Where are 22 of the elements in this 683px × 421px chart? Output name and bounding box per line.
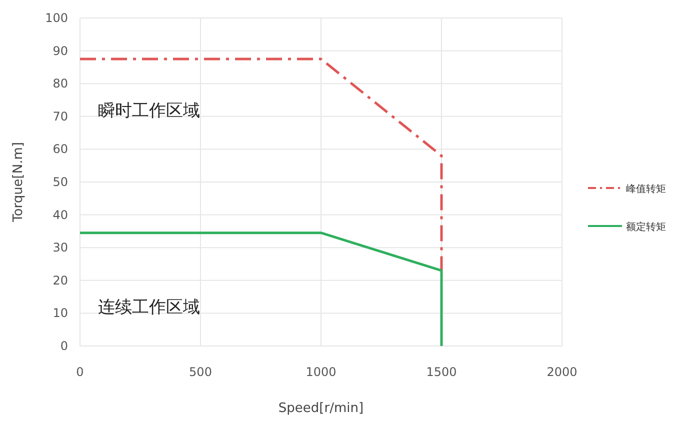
x-tick-label: 1000 <box>306 365 336 379</box>
y-tick-label: 70 <box>52 109 68 124</box>
x-tick-label: 0 <box>76 365 84 379</box>
y-tick-label: 60 <box>52 142 68 156</box>
y-tick-label: 30 <box>52 240 68 255</box>
y-tick-label: 10 <box>52 306 68 320</box>
x-tick-label: 500 <box>189 365 212 379</box>
y-tick-label: 90 <box>52 44 68 58</box>
x-tick-label: 2000 <box>546 365 578 379</box>
y-tick-label: 100 <box>45 11 68 25</box>
annotation: 瞬时工作区域 <box>98 100 200 121</box>
annotation: 连续工作区域 <box>98 298 200 318</box>
legend-label: 峰值转矩 <box>626 183 666 195</box>
x-tick-label: 1500 <box>426 365 457 379</box>
x-axis-title: Speed[r/min] <box>278 401 364 416</box>
y-tick-label: 20 <box>52 273 68 288</box>
legend-label: 额定转矩 <box>626 221 666 233</box>
y-tick-label: 50 <box>52 175 68 189</box>
y-tick-label: 80 <box>52 76 68 91</box>
y-tick-label: 0 <box>60 339 68 353</box>
y-tick-label: 40 <box>52 208 68 222</box>
y-axis-title: Torque[N.m] <box>11 142 26 223</box>
